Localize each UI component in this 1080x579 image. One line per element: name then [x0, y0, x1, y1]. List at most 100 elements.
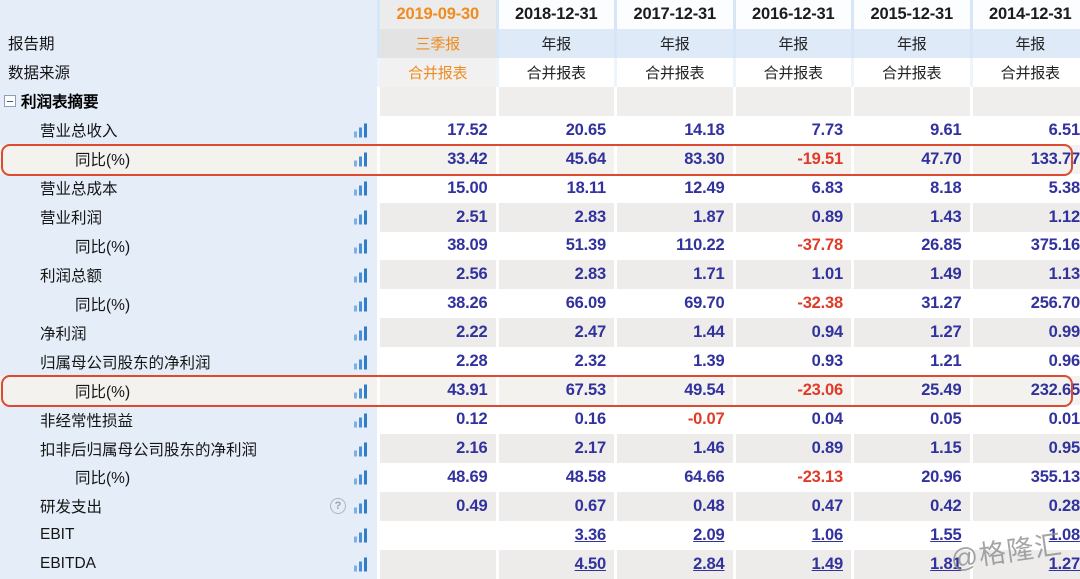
data-source-cell: 合并报表 [732, 57, 851, 87]
value-cell: 0.01 [969, 405, 1080, 435]
value-cell: 1.12 [969, 202, 1080, 232]
data-source-row: 数据来源 合并报表 合并报表 合并报表 合并报表 合并报表 合并报表 [0, 57, 1080, 87]
row-label-cell: EBITDA [0, 549, 377, 579]
value-cell: 0.04 [732, 405, 852, 435]
bar-chart-icon[interactable] [353, 210, 369, 225]
value-cell[interactable]: 1.06 [732, 520, 852, 550]
help-icon[interactable]: ? [330, 498, 346, 515]
value-cell: 2.83 [495, 260, 615, 290]
value-cell: -23.06 [732, 376, 852, 406]
row-label: 归属母公司股东的净利润 [40, 354, 211, 372]
table-row: 同比(%) 38.26 66.09 69.70 -32.38 31.27 256.70 [0, 289, 1080, 319]
value-cell: 49.54 [614, 376, 733, 406]
value-cell: 232.65 [969, 376, 1080, 406]
value-cell: 2.83 [495, 202, 615, 232]
value-cell[interactable]: 4.50 [495, 549, 615, 579]
bar-chart-icon[interactable] [353, 267, 369, 283]
value-cell: 2.56 [377, 260, 496, 290]
row-label: 同比(%) [75, 470, 131, 488]
value-cell: 0.47 [732, 491, 852, 521]
value-cell: 0.95 [969, 434, 1080, 463]
date-header-cell[interactable]: 2017-12-31 [614, 0, 733, 29]
table-header-row: 2019-09-30 2018-12-31 2017-12-31 2016-12-31… [0, 0, 1080, 29]
bar-chart-icon[interactable] [353, 528, 369, 543]
date-header-cell[interactable]: 2018-12-31 [495, 0, 614, 29]
date-header-cell[interactable]: 2015-12-31 [851, 0, 970, 29]
table-row: 扣非后归属母公司股东的净利润 2.16 2.17 1.46 0.89 1.15 0.95 [0, 434, 1080, 463]
table-row: EBITDA 4.50 2.84 1.49 1.81 1.27 [0, 549, 1080, 579]
date-header-cell[interactable]: 2019-09-30 [377, 0, 496, 29]
value-cell: -0.07 [614, 405, 733, 435]
value-cell: 2.51 [377, 202, 496, 232]
value-cell: 0.48 [614, 491, 733, 521]
value-cell: 20.65 [495, 115, 615, 145]
value-cell: 2.16 [377, 434, 496, 463]
value-cell: 38.09 [377, 231, 496, 261]
data-source-cell: 合并报表 [614, 57, 733, 87]
bar-chart-icon[interactable] [353, 412, 369, 428]
value-cell: 7.73 [732, 115, 852, 145]
row-label-cell: 净利润 [0, 318, 377, 348]
section-cell [732, 86, 851, 116]
value-cell: 0.96 [969, 347, 1080, 377]
table-row: 研发支出? 0.49 0.67 0.48 0.47 0.42 0.28 [0, 491, 1080, 521]
bar-chart-icon[interactable] [353, 383, 369, 399]
value-cell: 110.22 [614, 231, 733, 261]
value-cell[interactable]: 1.81 [851, 549, 970, 579]
value-cell[interactable]: 2.09 [614, 520, 733, 550]
collapse-icon[interactable] [4, 95, 16, 108]
row-label-cell: 营业总收入 [0, 115, 377, 145]
value-cell[interactable]: 3.36 [495, 520, 615, 550]
value-cell: 0.42 [851, 491, 970, 521]
bar-chart-icon[interactable] [353, 557, 369, 572]
row-label-cell: EBIT [0, 520, 377, 550]
row-label: EBITDA [40, 555, 96, 573]
value-cell: 6.83 [732, 173, 852, 203]
bar-chart-icon[interactable] [353, 123, 369, 138]
bar-chart-icon[interactable] [353, 238, 369, 254]
value-cell: -23.13 [732, 463, 852, 492]
bar-chart-icon[interactable] [353, 296, 369, 312]
table-row: 净利润 2.22 2.47 1.44 0.94 1.27 0.99 [0, 318, 1080, 348]
row-label-cell: 扣非后归属母公司股东的净利润 [0, 434, 377, 463]
value-cell: 0.49 [377, 491, 496, 521]
header-label-cell [0, 0, 377, 29]
value-cell: 0.12 [377, 405, 496, 435]
data-source-cell: 合并报表 [377, 57, 496, 87]
row-label: 研发支出 [40, 499, 103, 517]
bar-chart-icon[interactable] [353, 152, 369, 167]
section-row: 利润表摘要 [0, 86, 1080, 116]
bar-chart-icon[interactable] [353, 325, 369, 341]
value-cell: 43.91 [377, 376, 496, 406]
table-row: 同比(%) 48.69 48.58 64.66 -23.13 20.96 355.13 [0, 463, 1080, 492]
value-cell: 1.87 [614, 202, 733, 232]
bar-chart-icon[interactable] [353, 470, 369, 485]
value-cell: 9.61 [851, 115, 970, 145]
value-cell: 51.39 [495, 231, 615, 261]
bar-chart-icon[interactable] [353, 181, 369, 196]
value-cell: 45.64 [495, 144, 615, 174]
data-source-cell: 合并报表 [969, 57, 1080, 87]
value-cell[interactable]: 1.49 [732, 549, 852, 579]
value-cell: 38.26 [377, 289, 496, 319]
row-label-cell: 归属母公司股东的净利润 [0, 347, 377, 377]
value-cell: -37.78 [732, 231, 852, 261]
row-label-cell: 同比(%) [0, 376, 377, 405]
value-cell[interactable]: 1.55 [851, 520, 970, 550]
value-cell[interactable]: 1.08 [969, 520, 1080, 550]
value-cell: 1.71 [614, 260, 733, 290]
value-cell[interactable]: 1.27 [969, 549, 1080, 579]
value-cell: 2.22 [377, 318, 496, 348]
row-label: 同比(%) [75, 238, 131, 256]
value-cell: 1.01 [732, 260, 852, 290]
bar-chart-icon[interactable] [353, 354, 369, 370]
value-cell[interactable]: 2.84 [614, 549, 733, 579]
value-cell: 1.21 [851, 347, 970, 377]
value-cell: -19.51 [732, 144, 852, 174]
bar-chart-icon[interactable] [353, 499, 369, 514]
value-cell: 133.77 [969, 144, 1080, 174]
value-cell: 26.85 [851, 231, 970, 261]
date-header-cell[interactable]: 2014-12-31 [969, 0, 1080, 29]
date-header-cell[interactable]: 2016-12-31 [732, 0, 851, 29]
bar-chart-icon[interactable] [353, 441, 369, 457]
